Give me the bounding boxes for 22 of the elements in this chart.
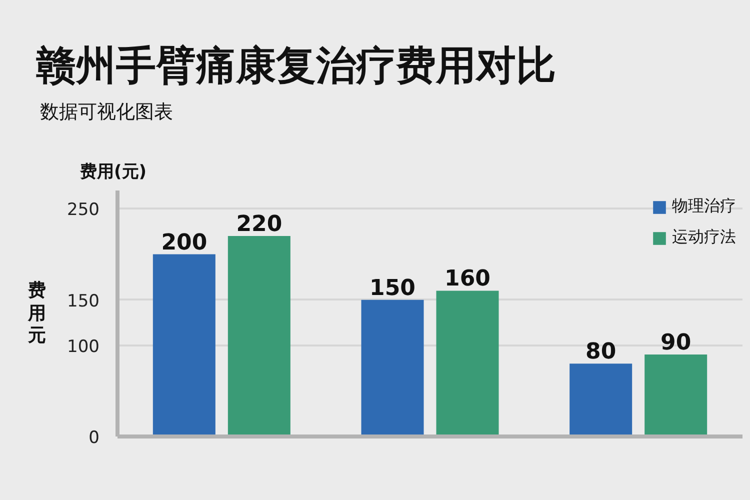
chart-subtitle: 数据可视化图表 [39, 100, 173, 123]
legend-label: 运动疗法 [672, 227, 736, 248]
y-axis-title: 费用(元) [79, 161, 147, 182]
data-label: 150 [370, 276, 416, 301]
y-tick-label: 0 [88, 428, 100, 448]
legend-label: 物理治疗 [672, 196, 736, 217]
data-label: 220 [236, 212, 282, 238]
data-label: 160 [444, 266, 490, 292]
y-tick-label: 150 [67, 291, 100, 312]
bar [644, 354, 708, 436]
data-label: 90 [660, 330, 692, 356]
y-tick-label: 100 [67, 336, 100, 357]
text: 费用元 [28, 280, 47, 348]
chart-title: 赣州手臂痛康复治疗费用对比 [35, 42, 556, 89]
bar [361, 300, 424, 436]
data-label: 200 [161, 230, 208, 256]
bar [228, 236, 290, 436]
bar [152, 254, 216, 436]
bar [570, 364, 632, 436]
data-label: 80 [586, 340, 616, 365]
y-tick-label: 250 [67, 200, 100, 220]
bar [436, 290, 499, 436]
